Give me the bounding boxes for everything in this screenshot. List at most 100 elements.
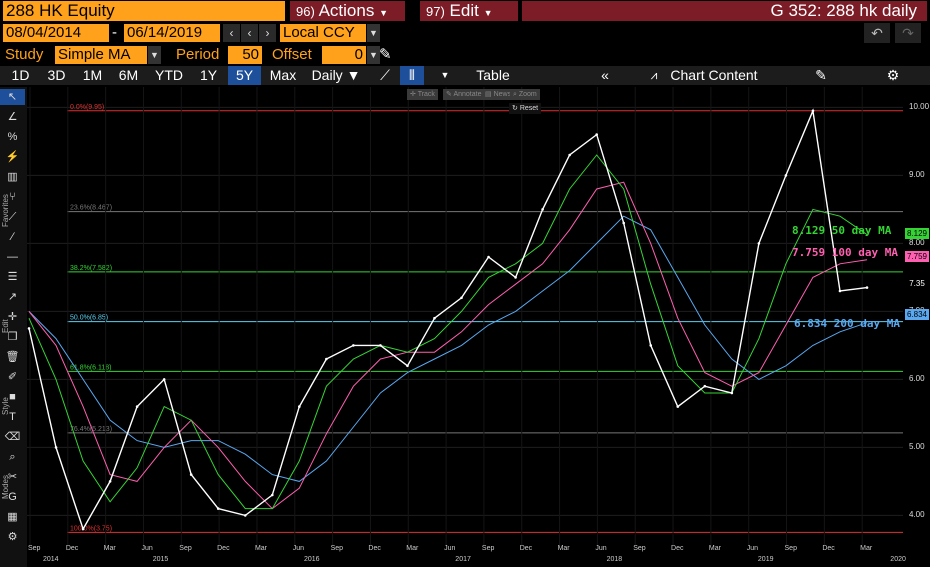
fib-level-label: 0.0%(9.95) <box>70 104 104 111</box>
ma-series-line-3 <box>28 215 868 482</box>
range-6m[interactable]: 6M <box>118 67 139 83</box>
period-input[interactable]: 50 <box>228 46 262 64</box>
offset-input[interactable]: 0 <box>322 46 366 64</box>
fib-level-label: 61.8%(6.118) <box>70 364 112 371</box>
x-year-label: 2014 <box>43 556 59 563</box>
edit-chart-icon[interactable]: ✎ <box>815 67 827 83</box>
annotation-icon[interactable]: ⌕ <box>9 451 16 463</box>
track-button[interactable]: ✛ Track <box>407 89 438 100</box>
chevron-down-icon[interactable]: ▼ <box>440 70 450 80</box>
channel-icon[interactable]: ▥ <box>7 171 18 183</box>
price-point <box>216 507 220 510</box>
redo-icon[interactable]: ↷ <box>895 23 921 43</box>
news-button[interactable]: ▤ News <box>482 89 515 100</box>
range-1d[interactable]: 1D <box>11 67 30 83</box>
price-point <box>54 446 58 449</box>
price-point <box>189 473 193 476</box>
range-5y[interactable]: 5Y <box>228 66 261 85</box>
eraser-icon[interactable]: ⌫ <box>4 431 21 443</box>
levels-icon[interactable]: ☰ <box>7 271 18 283</box>
price-point <box>487 255 490 259</box>
grid-icon[interactable]: ▦ <box>7 511 18 523</box>
measure-icon[interactable]: ✂ <box>7 471 18 483</box>
dropdown-caret-icon: ▼ <box>483 8 493 18</box>
zoom-button[interactable]: ⌕ Zoom <box>510 89 540 100</box>
end-date-field[interactable]: 06/14/2019 <box>124 24 220 42</box>
fibonacci-icon[interactable]: % <box>7 131 18 143</box>
arrow-icon[interactable]: ↗ <box>7 291 18 303</box>
range-3d[interactable]: 3D <box>47 67 66 83</box>
title-bar: 288 HK Equity 96) Actions ▼ 97) Edit ▼ G… <box>0 0 930 23</box>
reset-button[interactable]: ↻ Reset <box>509 103 542 114</box>
chart-content-button[interactable]: Chart Content <box>670 67 758 83</box>
price-point <box>270 493 274 497</box>
annotate-button[interactable]: ✎ Annotate <box>443 89 485 100</box>
zoom-label: Zoom <box>518 91 537 98</box>
chevron-down-icon[interactable]: ▼ <box>367 24 380 42</box>
range-1y[interactable]: 1Y <box>199 67 218 83</box>
currency-select[interactable]: Local CCY <box>280 24 366 42</box>
chevron-left-icon[interactable]: ‹ <box>223 24 240 42</box>
pencil-icon[interactable]: ✎ <box>379 46 392 63</box>
copy-icon[interactable]: ❐ <box>7 331 18 343</box>
actions-menu-button[interactable]: 96) Actions ▼ <box>290 1 405 21</box>
chevron-right-icon[interactable]: ‹ <box>241 24 258 42</box>
x-tick-label: Dec <box>217 545 230 552</box>
edit-menu-button[interactable]: 97) Edit ▼ <box>420 1 518 21</box>
x-tick-label: Dec <box>822 545 835 552</box>
x-year-label: 2016 <box>304 556 320 563</box>
range-1m[interactable]: 1M <box>82 67 103 83</box>
x-tick-label: Mar <box>860 545 873 552</box>
hline-icon[interactable]: — <box>7 251 18 263</box>
x-year-label: 2018 <box>606 556 623 563</box>
line-tool-icon[interactable]: ∠ <box>7 111 18 123</box>
fib-level-label: 76.4%(5.213) <box>70 426 112 433</box>
settings-icon[interactable]: ⚙ <box>7 531 18 543</box>
line-chart-icon[interactable]: ⟋ <box>380 67 390 83</box>
x-tick-label: Sep <box>784 545 797 552</box>
chevron-down-icon[interactable]: ▼ <box>367 46 380 64</box>
chevron-down-icon[interactable]: ▼ <box>148 46 161 64</box>
ray-icon[interactable]: ⟋ <box>8 211 17 223</box>
mode-g-icon[interactable]: G <box>8 491 17 503</box>
x-tick-label: Mar <box>708 545 721 552</box>
start-date-field[interactable]: 08/04/2014 <box>3 24 109 42</box>
pitchfork-icon[interactable]: ⑂ <box>9 191 16 203</box>
x-tick-label: Mar <box>103 545 116 552</box>
gear-icon[interactable]: ⚙ <box>886 67 900 83</box>
study-label: Study <box>5 46 44 63</box>
chart-content-icon[interactable]: ⩘ <box>650 68 658 82</box>
fib-level-label: 23.6%(8.467) <box>70 205 112 212</box>
x-tick-label: Dec <box>65 545 79 552</box>
range-max[interactable]: Max <box>269 67 297 83</box>
frequency-select[interactable]: Daily ▼ <box>311 67 361 83</box>
modes-label: Modes <box>1 474 10 499</box>
trash-icon[interactable]: 🗑 <box>5 351 20 363</box>
bar-chart-icon[interactable]: ⫴ <box>400 66 424 85</box>
ma200-last-badge: 6.834 <box>905 309 929 320</box>
price-point <box>703 384 707 388</box>
collapse-icon[interactable]: « <box>601 67 609 83</box>
undo-icon[interactable]: ↶ <box>864 23 890 43</box>
gann-icon[interactable]: ⚡ <box>5 151 20 163</box>
table-button[interactable]: Table <box>476 67 510 83</box>
period-label: Period <box>176 46 220 63</box>
cursor-icon[interactable]: ↖ <box>0 89 25 105</box>
y-tick-label: 10.00 <box>909 102 930 112</box>
crosshair-icon[interactable]: ✛ <box>7 311 18 323</box>
range-ytd[interactable]: YTD <box>155 67 183 83</box>
brush-icon[interactable]: ✐ <box>7 371 18 383</box>
x-year-label: 2020 <box>890 556 906 563</box>
x-tick-label: Jun <box>292 545 305 552</box>
study-select[interactable]: Simple MA <box>55 46 147 64</box>
security-ticker[interactable]: 288 HK Equity <box>3 1 285 21</box>
price-point <box>162 378 166 381</box>
x-tick-label: Sep <box>28 545 41 552</box>
trend-icon[interactable]: ∕ <box>11 231 14 243</box>
chart-area[interactable]: 0.0%(9.95) 23.6%(8.467) 38.2%(7.582) 50.0%(… <box>27 87 903 546</box>
chevron-right-icon[interactable]: › <box>259 24 276 42</box>
x-tick-label: Dec <box>671 545 684 552</box>
square-icon[interactable]: ■ <box>9 391 16 403</box>
edit-label: Edit <box>1 319 10 333</box>
text-tool-icon[interactable]: T <box>9 411 16 423</box>
